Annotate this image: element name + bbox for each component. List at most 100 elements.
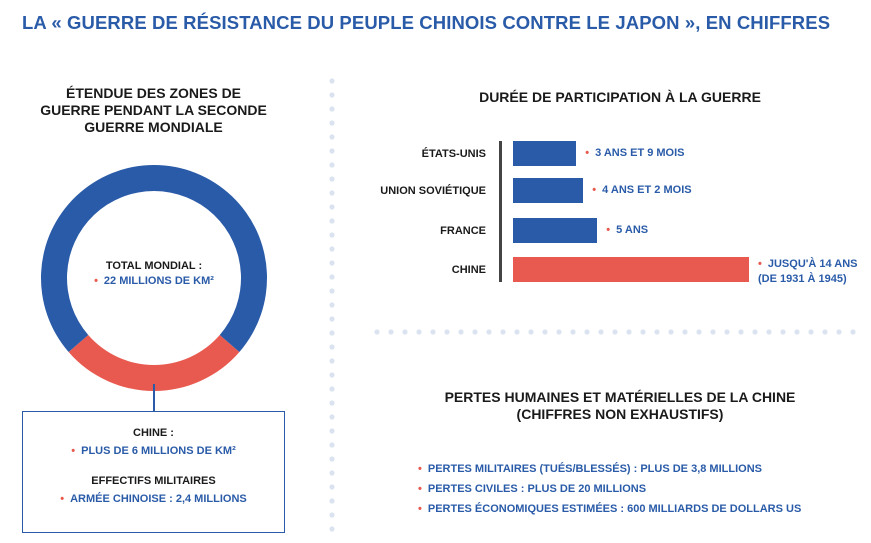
info-value-military: • ARMÉE CHINOISE : 2,4 MILLIONS <box>23 493 284 505</box>
separator-dot <box>724 329 730 335</box>
separator-dot <box>329 120 335 126</box>
separator-dot <box>329 316 335 322</box>
donut-chart <box>40 165 267 391</box>
separator-dot <box>329 106 335 112</box>
separator-dot <box>682 329 688 335</box>
bullet-dot-icon: • <box>606 224 611 236</box>
donut-slice-china <box>68 334 240 391</box>
bar-value-label: • 4 ANS ET 2 MOIS <box>592 183 691 198</box>
separator-dot <box>329 176 335 182</box>
donut-center-value-text: 22 MILLIONS DE KM² <box>103 275 214 287</box>
bullet-dot-icon: • <box>418 483 422 495</box>
separator-dot <box>458 329 464 335</box>
donut-center: TOTAL MONDIAL : • 22 MILLIONS DE KM² <box>40 260 268 287</box>
separator-dot <box>329 78 335 84</box>
losses-title-line-2: (CHIFFRES NON EXHAUSTIFS) <box>516 406 724 422</box>
bullet-dot-icon: • <box>71 445 76 457</box>
bullet-dot-icon: • <box>758 258 762 270</box>
losses-title: PERTES HUMAINES ET MATÉRIELLES DE LA CHI… <box>374 389 866 423</box>
separator-dot <box>329 512 335 518</box>
separator-dot <box>822 329 828 335</box>
donut-title: ÉTENDUE DES ZONES DE GUERRE PENDANT LA S… <box>22 85 285 136</box>
bar-value-text: 5 ANS <box>616 224 649 236</box>
bar-value-label: • 3 ANS ET 9 MOIS <box>585 146 684 161</box>
page-title: LA « GUERRE DE RÉSISTANCE DU PEUPLE CHIN… <box>22 12 831 33</box>
bar <box>513 257 749 282</box>
info-value-military-text: ARMÉE CHINOISE : 2,4 MILLIONS <box>70 493 247 505</box>
separator-dot <box>612 329 618 335</box>
separator-dot <box>329 232 335 238</box>
separator-dot <box>472 329 478 335</box>
bullet-dot-icon: • <box>592 184 597 196</box>
loss-item-economic-text: PERTES ÉCONOMIQUES ESTIMÉES : 600 MILLIA… <box>427 503 802 515</box>
separator-dot <box>696 329 702 335</box>
separator-dot <box>329 470 335 476</box>
separator-dot <box>388 329 394 335</box>
separator-dot <box>329 260 335 266</box>
separator-dot <box>444 329 450 335</box>
separator-dot <box>808 329 814 335</box>
bar <box>513 178 584 203</box>
separator-dot <box>570 329 576 335</box>
separator-dot <box>329 288 335 294</box>
separator-dot <box>542 329 548 335</box>
separator-dot <box>329 526 335 532</box>
separator-dot <box>710 329 716 335</box>
donut-title-line-3: GUERRE MONDIALE <box>84 119 223 135</box>
separator-dot <box>640 329 646 335</box>
separator-dot <box>329 190 335 196</box>
separator-dot <box>329 302 335 308</box>
separator-dot <box>329 162 335 168</box>
separator-dot <box>584 329 590 335</box>
separator-dot <box>430 329 436 335</box>
vertical-separator <box>329 78 335 532</box>
separator-dot <box>654 329 660 335</box>
separator-dot <box>329 148 335 154</box>
separator-dot <box>556 329 562 335</box>
info-label-china: CHINE : <box>133 427 174 439</box>
separator-dot <box>514 329 520 335</box>
separator-dot <box>329 498 335 504</box>
bar-category-label: ÉTATS-UNIS <box>421 148 486 160</box>
separator-dot <box>752 329 758 335</box>
loss-item-military: • PERTES MILITAIRES (TUÉS/BLESSÉS) : PLUS… <box>418 463 801 483</box>
donut-slice-rest <box>40 165 267 352</box>
separator-dot <box>329 344 335 350</box>
separator-dot <box>329 330 335 336</box>
horizontal-separator <box>374 329 856 335</box>
loss-item-civil-text: PERTES CIVILES : PLUS DE 20 MILLIONS <box>427 483 647 495</box>
bullet-dot-icon: • <box>418 503 422 515</box>
separator-dot <box>329 134 335 140</box>
donut-center-label: TOTAL MONDIAL : <box>105 260 203 272</box>
bar <box>513 141 577 166</box>
bar-category-label: UNION SOVIÉTIQUE <box>380 185 486 197</box>
separator-dot <box>416 329 422 335</box>
loss-item-civil: • PERTES CIVILES : PLUS DE 20 MILLIONS <box>418 483 801 503</box>
info-value-china-text: PLUS DE 6 MILLIONS DE KM² <box>81 445 236 457</box>
donut-title-line-2: GUERRE PENDANT LA SECONDE <box>40 102 267 118</box>
bar <box>513 218 598 243</box>
bar-value-text: 3 ANS ET 9 MOIS <box>595 147 685 159</box>
separator-dot <box>794 329 800 335</box>
separator-dot <box>486 329 492 335</box>
loss-item-military-text: PERTES MILITAIRES (TUÉS/BLESSÉS) : PLUS … <box>427 463 762 475</box>
losses-list: • PERTES MILITAIRES (TUÉS/BLESSÉS) : PLUS… <box>418 463 801 523</box>
separator-dot <box>329 218 335 224</box>
separator-dot <box>329 456 335 462</box>
bullet-dot-icon: • <box>585 147 590 159</box>
bar-value-label: • JUSQU'À 14 ANS (DE 1931 À 1945) <box>758 257 857 287</box>
bar-value-label: • 5 ANS <box>606 223 648 238</box>
separator-dot <box>626 329 632 335</box>
donut-title-line-1: ÉTENDUE DES ZONES DE <box>65 85 242 101</box>
separator-dot <box>329 400 335 406</box>
separator-dot <box>329 372 335 378</box>
separator-dot <box>329 442 335 448</box>
separator-dot <box>329 204 335 210</box>
separator-dot <box>598 329 604 335</box>
bar-category-label: CHINE <box>451 264 486 276</box>
bar-category-label: FRANCE <box>440 225 486 237</box>
separator-dot <box>668 329 674 335</box>
bar-value-text: JUSQU'À 14 ANS <box>767 258 858 270</box>
connector-line <box>153 384 155 411</box>
bullet-dot-icon: • <box>418 463 422 475</box>
